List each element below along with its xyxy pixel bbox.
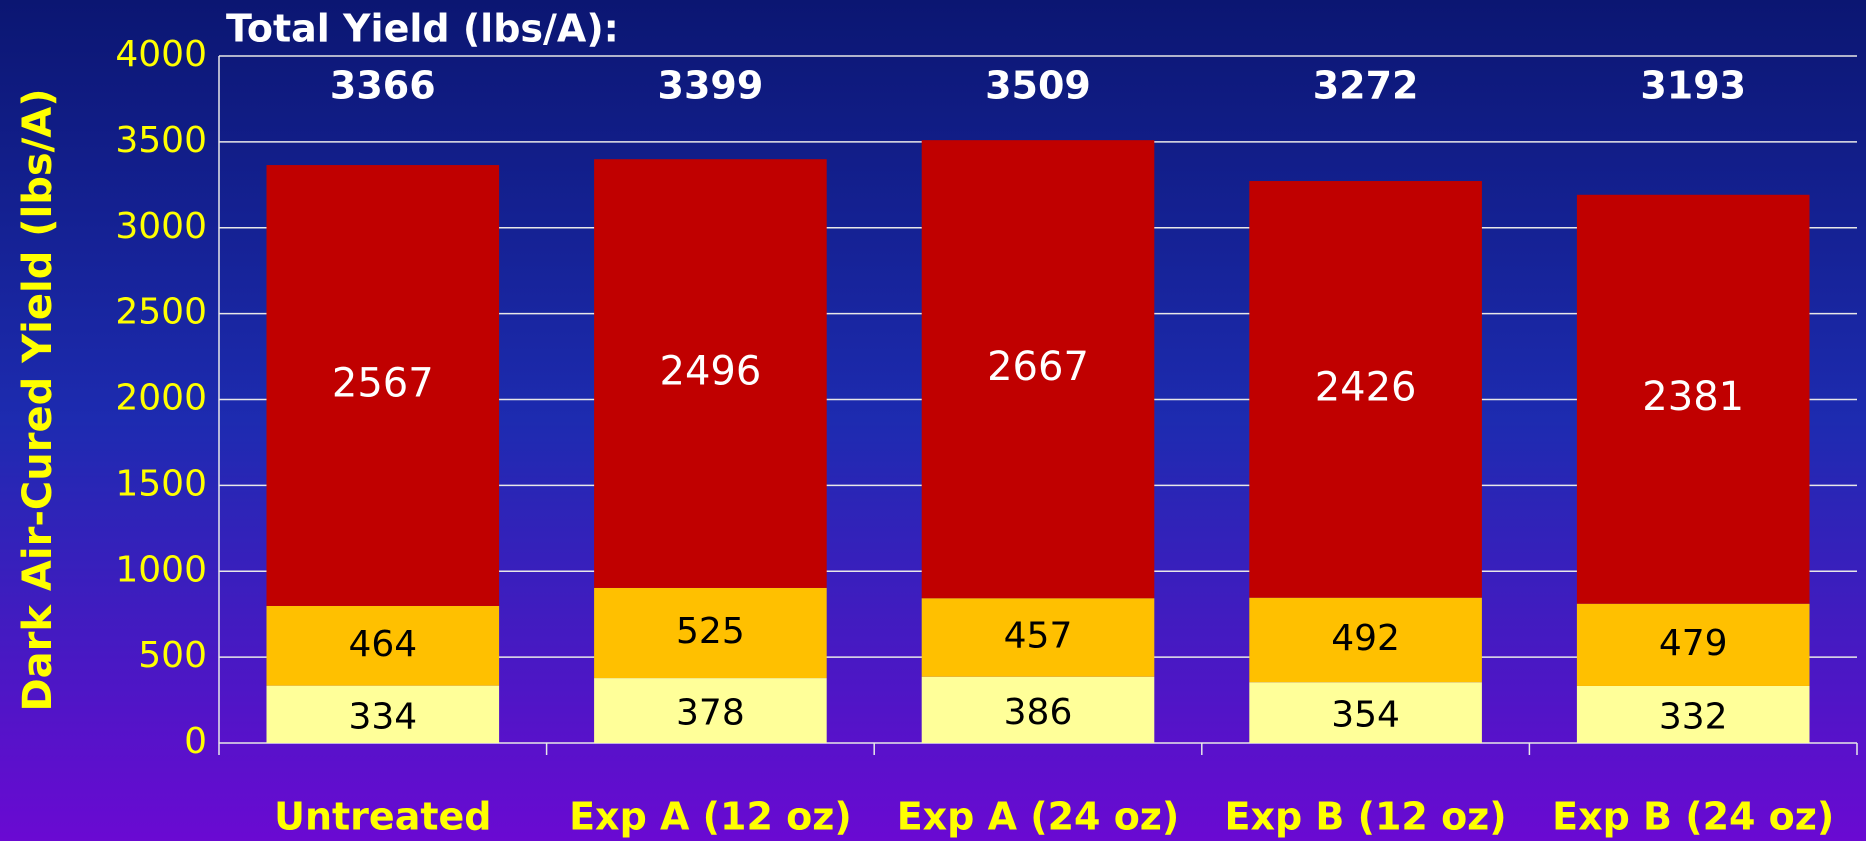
x-tick-label: Exp A (12 oz) xyxy=(569,795,852,839)
value-label: 479 xyxy=(1659,623,1728,664)
bar-segment xyxy=(266,605,500,686)
value-label: 2496 xyxy=(660,349,762,395)
y-tick-label: 3500 xyxy=(115,120,207,161)
value-label: 2381 xyxy=(1642,374,1744,420)
y-tick-label: 2000 xyxy=(115,378,207,419)
y-tick-label: 3000 xyxy=(115,206,207,247)
x-tick-label: Untreated xyxy=(274,795,491,839)
y-tick-label: 0 xyxy=(184,721,207,762)
value-label: 457 xyxy=(1004,615,1073,656)
bar-segment xyxy=(921,140,1155,599)
value-label: 464 xyxy=(348,624,417,665)
total-label: 3509 xyxy=(985,64,1091,108)
bar-segment xyxy=(921,676,1155,743)
bar-segment xyxy=(1576,685,1810,743)
total-label: 3193 xyxy=(1640,64,1746,108)
annotation: Total Yield (lbs/A): xyxy=(226,7,619,51)
bar-segment xyxy=(266,685,500,743)
total-label: 3366 xyxy=(330,64,436,108)
y-tick-label: 1000 xyxy=(115,549,207,590)
bar-segment xyxy=(921,598,1155,677)
y-tick-label: 500 xyxy=(138,635,207,676)
bar-segment xyxy=(1249,682,1482,743)
bar-segment xyxy=(1249,181,1482,598)
bar-segment xyxy=(1576,194,1810,604)
value-label: 492 xyxy=(1331,618,1400,659)
y-tick-label: 4000 xyxy=(115,34,207,75)
total-label: 3272 xyxy=(1313,64,1419,108)
bar-segment xyxy=(1576,603,1810,686)
y-axis-label: Dark Air-Cured Yield (lbs/A) xyxy=(15,88,61,711)
value-label: 334 xyxy=(348,696,417,737)
value-label: 2426 xyxy=(1315,364,1417,410)
bar-segment xyxy=(1249,597,1482,683)
y-tick-label: 1500 xyxy=(115,463,207,504)
bar-segment xyxy=(594,678,827,743)
bar-segment xyxy=(594,587,827,679)
value-label: 2667 xyxy=(987,344,1089,390)
value-label: 378 xyxy=(676,693,745,734)
x-tick-label: Exp B (12 oz) xyxy=(1225,795,1507,839)
y-tick-label: 2500 xyxy=(115,292,207,333)
bar-segment xyxy=(594,159,827,588)
x-tick-label: Exp A (24 oz) xyxy=(897,795,1180,839)
x-tick-label: Exp B (24 oz) xyxy=(1552,795,1834,839)
value-label: 386 xyxy=(1004,692,1073,733)
total-label: 3399 xyxy=(658,64,764,108)
value-label: 2567 xyxy=(332,361,434,407)
value-label: 354 xyxy=(1331,695,1400,736)
bar-segment xyxy=(266,165,500,606)
value-label: 525 xyxy=(676,611,745,652)
value-label: 332 xyxy=(1659,696,1728,737)
